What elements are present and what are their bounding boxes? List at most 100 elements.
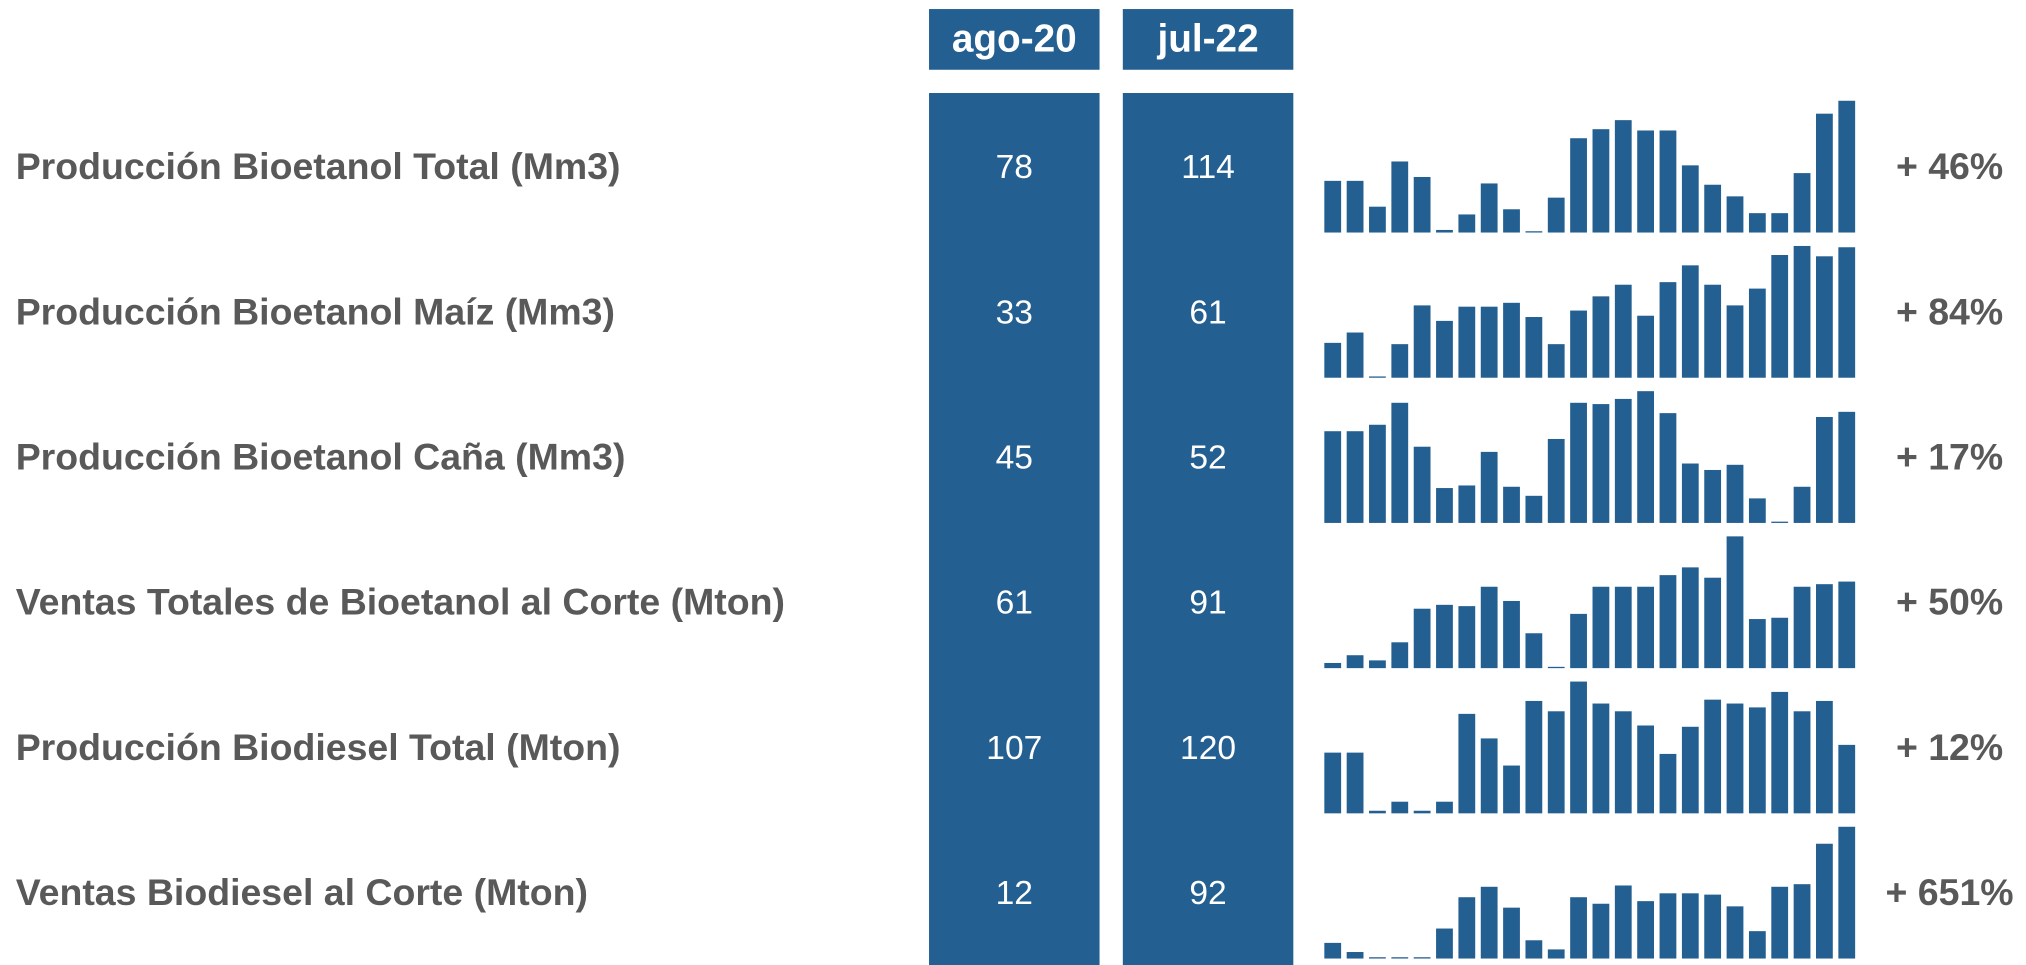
spark-bar: [1816, 843, 1833, 959]
spark-bar: [1793, 586, 1811, 669]
spark-bar: [1748, 619, 1766, 669]
spark-bar: [1637, 315, 1655, 378]
spark-bar: [1637, 130, 1655, 233]
change: + 12%: [1896, 726, 2003, 768]
spark-bar: [1324, 431, 1342, 523]
spark-bar: [1547, 438, 1565, 523]
spark-bar: [1413, 957, 1431, 959]
cell-value: 78: [996, 149, 1033, 186]
spark-bar: [1704, 577, 1722, 669]
change: + 46%: [1896, 145, 2003, 187]
spark-bar: [1816, 256, 1833, 378]
spark-bar: [1480, 183, 1498, 233]
spark-bar: [1436, 320, 1453, 378]
spark-bar: [1525, 700, 1543, 814]
spark-bar: [1369, 206, 1386, 233]
column-body: [929, 93, 1100, 965]
spark-bar: [1659, 753, 1677, 814]
spark-bar: [1413, 176, 1431, 233]
header-cell: [1122, 9, 1294, 70]
spark-bar: [1793, 173, 1811, 233]
spark-bar: [1324, 342, 1342, 378]
cell-value: 91: [1189, 585, 1226, 622]
spark-bar: [1547, 666, 1565, 669]
change: + 50%: [1896, 581, 2003, 623]
spark-bar: [1726, 196, 1744, 233]
spark-bar: [1346, 180, 1364, 233]
spark-bar: [1391, 344, 1409, 378]
spark-bar: [1458, 306, 1476, 378]
spark-bar: [1570, 681, 1587, 814]
spark-bar: [1480, 451, 1498, 523]
spark-bar: [1369, 957, 1386, 959]
spark-bar: [1369, 810, 1386, 814]
change: + 84%: [1896, 290, 2003, 332]
spark-bar: [1592, 129, 1610, 233]
spark-bar: [1458, 713, 1476, 814]
spark-bar: [1592, 703, 1610, 814]
spark-bar: [1838, 411, 1856, 523]
spark-bar: [1480, 306, 1498, 378]
spark-bar: [1614, 284, 1632, 378]
spark-bar: [1614, 398, 1632, 523]
spark-bar: [1346, 332, 1364, 378]
spark-bar: [1614, 586, 1632, 669]
spark-bar: [1838, 247, 1856, 378]
spark-bar: [1324, 942, 1342, 959]
spark-bar: [1436, 928, 1453, 959]
spark-bar: [1838, 100, 1856, 233]
spark-bar: [1681, 265, 1699, 378]
spark-bar: [1771, 521, 1789, 523]
spark-bar: [1324, 180, 1342, 233]
spark-bar: [1816, 113, 1833, 233]
spark-bar: [1525, 231, 1543, 233]
spark-bar: [1503, 302, 1520, 378]
spark-bar: [1637, 586, 1655, 669]
spark-bar: [1637, 391, 1655, 523]
spark-bar: [1525, 317, 1543, 378]
spark-bar: [1816, 584, 1833, 669]
spark-bar: [1704, 699, 1722, 814]
spark-bar: [1391, 801, 1409, 814]
spark-bar: [1771, 691, 1789, 814]
spark-bar: [1793, 245, 1811, 378]
spark-bar: [1436, 801, 1453, 814]
spark-bar: [1838, 744, 1856, 814]
spark-bar: [1346, 655, 1364, 669]
header-cell: [929, 9, 1100, 70]
cell-value: 107: [986, 730, 1042, 767]
spark-bar: [1570, 897, 1587, 959]
spark-bar: [1525, 940, 1543, 959]
cell-value: 61: [1189, 294, 1226, 331]
spark-bar: [1748, 498, 1766, 523]
spark-bar: [1592, 404, 1610, 523]
spark-bar: [1659, 282, 1677, 378]
spark-bar: [1748, 288, 1766, 378]
spark-bar: [1659, 575, 1677, 669]
spark-bar: [1681, 726, 1699, 814]
spark-bar: [1659, 130, 1677, 233]
spark-bar: [1458, 214, 1476, 233]
spark-bar: [1771, 255, 1789, 378]
spark-bar: [1793, 884, 1811, 959]
spark-bar: [1391, 642, 1409, 669]
spark-bar: [1324, 662, 1342, 669]
spark-bar: [1458, 485, 1476, 523]
spark-bar: [1614, 885, 1632, 959]
spark-bar: [1681, 567, 1699, 669]
spark-bar: [1614, 120, 1632, 233]
spark-bar: [1525, 633, 1543, 669]
spark-bar: [1793, 711, 1811, 814]
spark-bar: [1681, 165, 1699, 233]
cell-value: 12: [996, 875, 1033, 912]
row-label: Producción Bioetanol Maíz (Mm3): [16, 290, 615, 332]
spark-bar: [1726, 906, 1744, 959]
spark-bar: [1369, 424, 1386, 523]
header-text: jul-22: [1156, 18, 1258, 61]
row-label: Producción Biodiesel Total (Mton): [16, 726, 621, 768]
cell-value: 120: [1180, 730, 1236, 767]
spark-bar: [1726, 464, 1744, 523]
spark-bar: [1391, 957, 1409, 959]
spark-bar: [1480, 886, 1498, 959]
